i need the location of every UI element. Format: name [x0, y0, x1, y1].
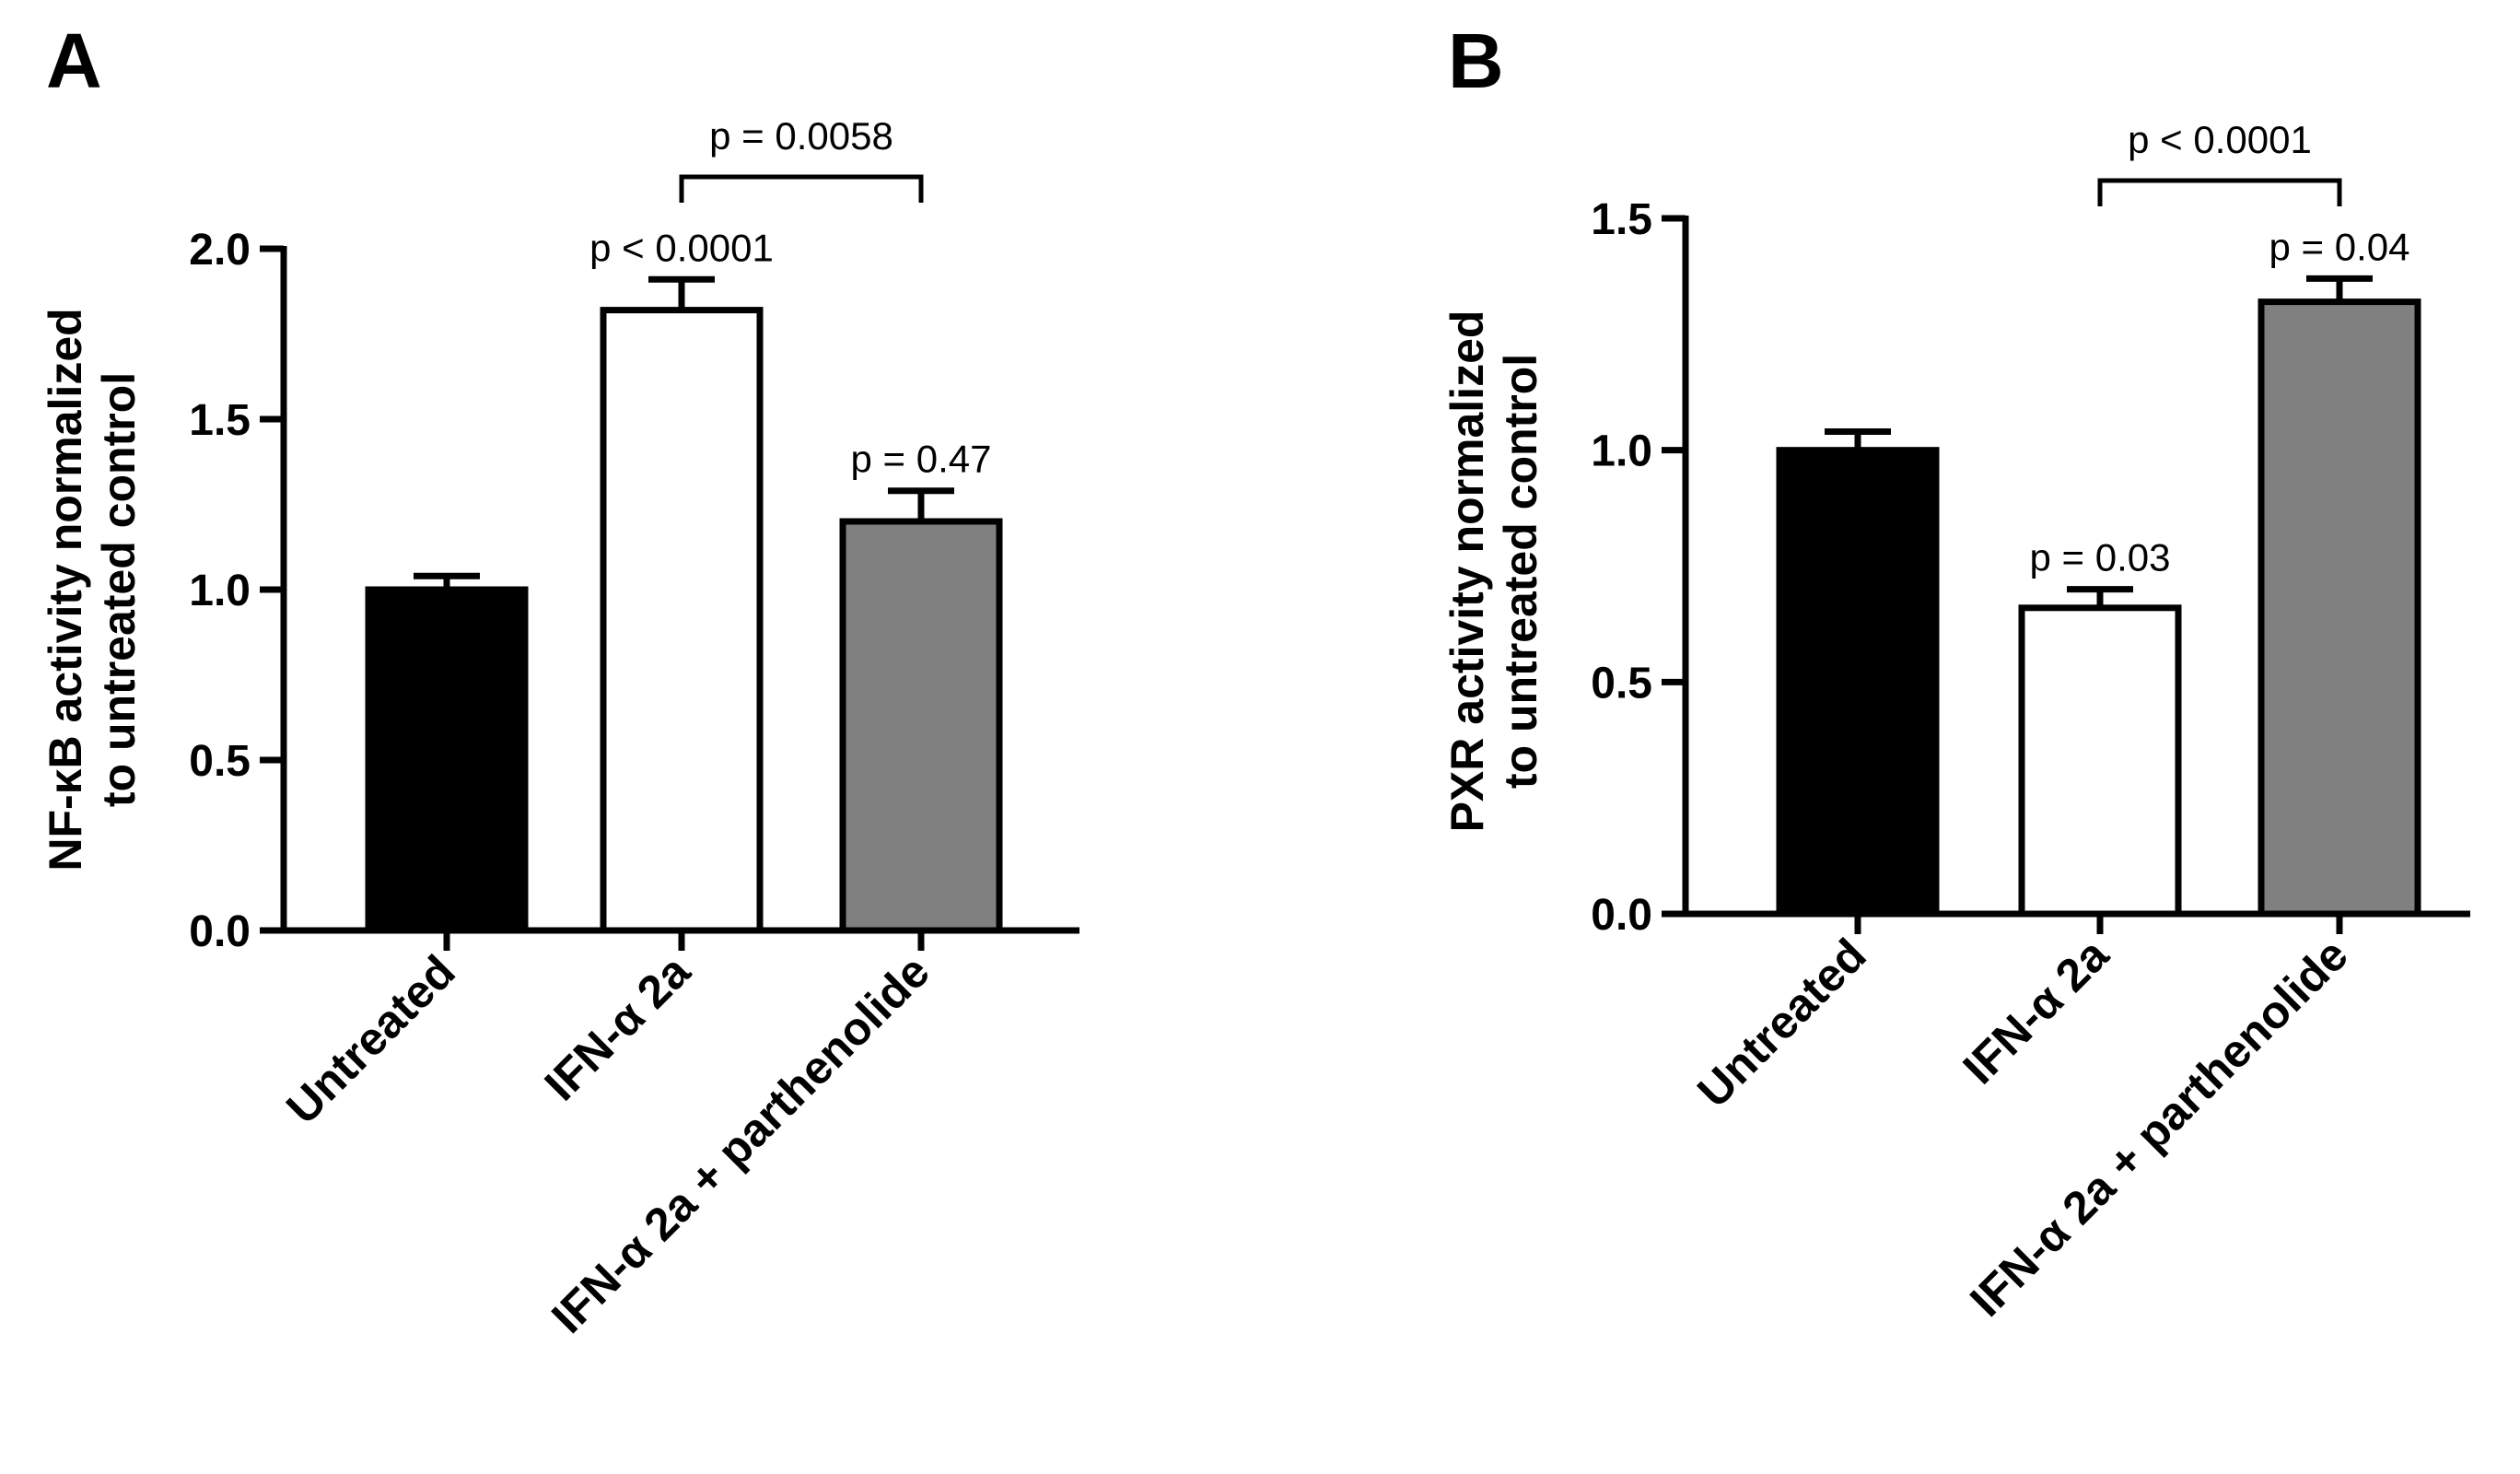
y-tick-label: 1.0	[1591, 427, 1652, 476]
bar	[2018, 604, 2182, 918]
x-category-label: IFN-α 2a	[1954, 928, 2119, 1094]
y-tick-label: 1.0	[189, 567, 251, 615]
bar	[365, 586, 529, 934]
y-axis-label-line: to untreated control	[1495, 354, 1546, 789]
y-tick-label: 0.5	[1591, 659, 1652, 708]
y-axis-label-line: PXR activity normalized	[1441, 310, 1493, 833]
y-tick-label: 0.0	[189, 907, 251, 956]
y-tick-label: 1.5	[189, 396, 251, 445]
y-axis-label: PXR activity normalizedto untreated cont…	[1441, 310, 1546, 833]
x-category-label: IFN-α 2a + parthenolide	[1960, 929, 2358, 1327]
y-axis-label-line: NF-κB activity normalized	[40, 308, 91, 871]
x-category-label: Untreated	[1687, 929, 1876, 1117]
y-axis-label: NF-κB activity normalizedto untreated co…	[40, 308, 145, 871]
bar	[2258, 298, 2421, 918]
bar	[839, 518, 1003, 934]
bracket-p-value-label: p = 0.0058	[709, 114, 893, 158]
x-category-label: IFN-α 2a + parthenolide	[542, 945, 939, 1343]
bar	[600, 307, 764, 934]
p-value-label: p < 0.0001	[589, 226, 774, 269]
y-axis-label-line: to untreated control	[93, 372, 145, 807]
y-tick-label: 0.0	[1591, 891, 1652, 940]
p-value-label: p = 0.03	[2030, 536, 2171, 579]
y-tick-label: 1.5	[1591, 195, 1652, 244]
comparison-bracket	[2097, 178, 2342, 206]
x-category-label: IFN-α 2a	[535, 944, 701, 1110]
panel-a: A NF-κB activity normalizedto untreated c…	[40, 18, 1079, 1343]
panel-label: B	[1448, 18, 1504, 104]
bracket-p-value-label: p < 0.0001	[2128, 118, 2312, 161]
panel-label: A	[46, 18, 102, 104]
p-value-label: p = 0.04	[2269, 225, 2410, 268]
p-value-label: p = 0.47	[851, 438, 992, 481]
bar	[1776, 447, 1940, 918]
panel-b: B PXR activity normalizedto untreated con…	[1441, 18, 2470, 1327]
y-tick-label: 0.5	[189, 737, 251, 786]
comparison-bracket	[679, 174, 924, 203]
x-category-label: Untreated	[276, 945, 465, 1134]
y-tick-label: 2.0	[189, 226, 251, 275]
